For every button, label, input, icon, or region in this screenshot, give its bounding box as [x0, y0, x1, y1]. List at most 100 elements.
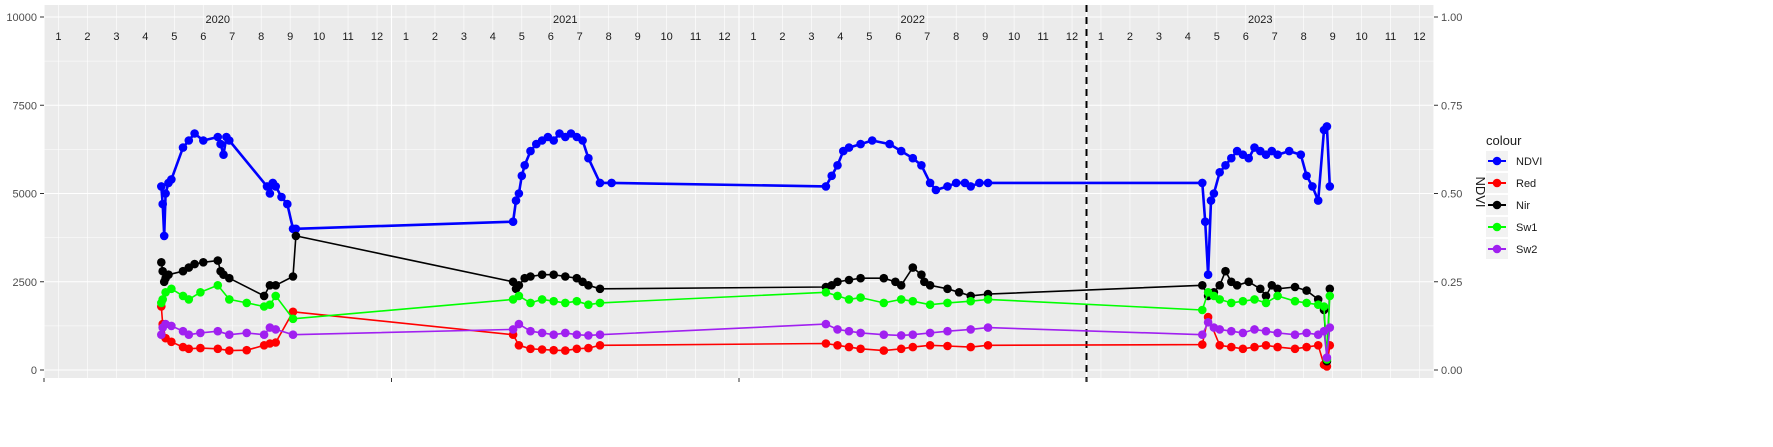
data-point-nir — [1256, 284, 1265, 294]
month-label: 1 — [55, 31, 61, 43]
data-point-ndvi — [1284, 146, 1294, 156]
series-ndvi — [157, 122, 1335, 280]
month-label: 10 — [1355, 31, 1367, 43]
data-point-red — [526, 344, 535, 354]
month-label: 9 — [982, 31, 988, 43]
data-point-ndvi — [517, 171, 527, 181]
data-point-ndvi — [983, 178, 993, 188]
y-right-tick-label: 0.00 — [1441, 365, 1462, 377]
data-point-sw1 — [514, 291, 524, 301]
data-point-sw1 — [879, 298, 889, 308]
data-point-nir — [157, 258, 166, 267]
month-label: 12 — [1413, 31, 1425, 43]
data-point-sw2 — [184, 330, 194, 340]
year-label: 2020 — [206, 14, 230, 26]
y-right-tick-label: 0.75 — [1441, 100, 1462, 112]
data-point-sw1 — [896, 295, 906, 304]
data-point-ndvi — [1273, 150, 1282, 159]
month-label: 6 — [548, 31, 554, 43]
data-point-sw2 — [549, 330, 558, 340]
data-point-sw2 — [508, 325, 518, 334]
month-label: 6 — [1243, 31, 1249, 43]
month-label: 2 — [779, 31, 785, 43]
data-point-sw1 — [821, 288, 831, 297]
data-point-sw1 — [213, 281, 223, 290]
data-point-red — [167, 337, 176, 347]
data-point-red — [983, 341, 993, 350]
data-point-sw1 — [1198, 305, 1207, 315]
data-point-ndvi — [908, 153, 918, 163]
data-point-ndvi — [821, 182, 831, 191]
month-label: 4 — [142, 31, 148, 43]
data-point-ndvi — [283, 199, 292, 209]
month-label: 12 — [1066, 31, 1078, 43]
data-point-ndvi — [1206, 196, 1216, 205]
data-point-red — [879, 346, 889, 355]
data-point-sw1 — [526, 298, 535, 308]
month-label: 12 — [371, 31, 383, 43]
data-point-nir — [896, 281, 906, 290]
data-point-ndvi — [265, 189, 275, 198]
data-point-ndvi — [1244, 153, 1253, 163]
data-point-ndvi — [1227, 153, 1236, 163]
data-point-red — [833, 341, 842, 350]
month-label: 3 — [113, 31, 119, 43]
data-point-sw2 — [213, 326, 223, 336]
month-label: 1 — [750, 31, 756, 43]
legend-label: Nir — [1516, 200, 1530, 212]
month-label: 4 — [837, 31, 843, 43]
data-point-sw1 — [225, 295, 234, 304]
data-point-nir — [537, 270, 547, 280]
data-point-red — [184, 344, 194, 354]
series-nir — [157, 231, 1335, 366]
data-point-sw1 — [966, 296, 975, 306]
data-point-nir — [190, 259, 199, 269]
data-point-sw2 — [1302, 328, 1311, 338]
y-left-tick-label: 10000 — [6, 12, 37, 24]
month-label: 11 — [690, 31, 701, 43]
data-point-red — [925, 341, 935, 350]
data-point-sw1 — [1261, 298, 1271, 308]
data-point-sw2 — [1273, 328, 1282, 338]
data-point-ndvi — [1209, 189, 1219, 198]
data-point-ndvi — [219, 150, 228, 159]
data-point-ndvi — [549, 136, 558, 145]
data-point-nir — [584, 281, 593, 290]
data-point-ndvi — [225, 136, 234, 145]
data-point-ndvi — [925, 178, 935, 188]
month-label: 7 — [577, 31, 583, 43]
data-point-sw2 — [271, 325, 281, 334]
month-label: 7 — [229, 31, 235, 43]
data-point-sw2 — [595, 330, 605, 340]
data-point-ndvi — [271, 182, 281, 191]
year-label: 2022 — [901, 14, 925, 26]
data-point-ndvi — [157, 182, 166, 191]
month-label: 11 — [342, 31, 353, 43]
data-point-sw1 — [158, 295, 167, 304]
data-point-sw1 — [242, 298, 251, 308]
data-point-red — [896, 344, 906, 354]
data-point-red — [1273, 342, 1282, 352]
data-point-red — [514, 341, 524, 350]
data-point-ndvi — [943, 182, 952, 191]
data-point-nir — [1244, 277, 1253, 287]
data-point-red — [213, 344, 223, 354]
data-point-red — [196, 343, 205, 353]
series-sw1 — [157, 281, 1335, 364]
data-point-red — [1302, 342, 1311, 352]
data-point-red — [908, 342, 918, 352]
y-right-tick-label: 0.25 — [1441, 277, 1462, 289]
data-point-red — [1313, 341, 1323, 350]
data-point-ndvi — [167, 175, 176, 184]
data-point-nir — [1215, 281, 1224, 290]
data-point-sw1 — [833, 291, 842, 301]
month-label: 7 — [1272, 31, 1278, 43]
legend-key-point — [1492, 222, 1502, 232]
data-point-red — [1261, 341, 1271, 350]
data-point-sw1 — [271, 291, 281, 301]
data-point-red — [225, 346, 234, 355]
data-point-ndvi — [508, 217, 518, 226]
data-point-ndvi — [161, 189, 170, 198]
data-point-sw1 — [561, 298, 570, 308]
